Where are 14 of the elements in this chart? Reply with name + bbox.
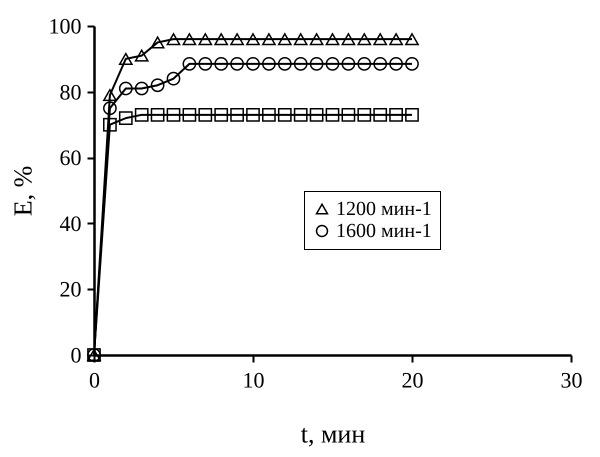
y-tick-label: 20 <box>60 276 82 302</box>
y-tick-label: 100 <box>48 14 82 38</box>
legend-label: 1600 мин-1 <box>336 220 432 242</box>
x-tick-label: 20 <box>402 368 424 392</box>
y-tick-label: 60 <box>60 145 82 170</box>
y-tick-label: 0 <box>70 342 82 368</box>
x-axis-title: t, мин <box>300 420 366 448</box>
legend-label: 1200 мин-1 <box>336 198 432 220</box>
x-tick-label: 30 <box>560 368 582 392</box>
y-tick-label: 80 <box>60 79 82 104</box>
x-tick-label: 0 <box>89 368 100 392</box>
y-tick-label: 40 <box>60 210 82 236</box>
y-axis-title: E, % <box>8 166 38 216</box>
x-tick-label: 10 <box>242 368 264 392</box>
